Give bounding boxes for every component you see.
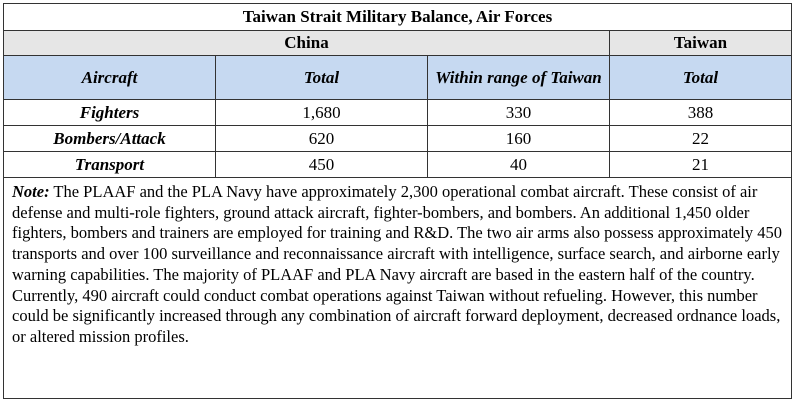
group-china: China [3, 30, 610, 56]
row-label: Fighters [3, 99, 216, 126]
taiwan-total-cell: 388 [609, 99, 792, 126]
header-taiwan-total: Total [609, 55, 792, 100]
header-aircraft: Aircraft [3, 55, 216, 100]
note-cell: Note: The PLAAF and the PLA Navy have ap… [3, 177, 792, 399]
within-range-cell: 160 [427, 125, 610, 152]
table-row: Fighters 1,680 330 388 [3, 99, 792, 126]
note-row: Note: The PLAAF and the PLA Navy have ap… [3, 177, 792, 399]
document: Taiwan Strait Military Balance, Air Forc… [3, 3, 792, 401]
header-within-range: Within range of Taiwan [427, 55, 610, 100]
air-forces-table: Taiwan Strait Military Balance, Air Forc… [3, 3, 792, 399]
china-total-cell: 620 [215, 125, 428, 152]
table-row: Transport 450 40 21 [3, 151, 792, 178]
note-text: The PLAAF and the PLA Navy have approxim… [12, 182, 782, 346]
within-range-cell: 40 [427, 151, 610, 178]
note-label: Note: [12, 182, 50, 201]
header-row: Aircraft Total Within range of Taiwan To… [3, 55, 792, 100]
taiwan-total-cell: 21 [609, 151, 792, 178]
group-row: China Taiwan [3, 30, 792, 56]
table-row: Bombers/Attack 620 160 22 [3, 125, 792, 152]
row-label: Transport [3, 151, 216, 178]
row-label: Bombers/Attack [3, 125, 216, 152]
table-title: Taiwan Strait Military Balance, Air Forc… [3, 3, 792, 31]
china-total-cell: 1,680 [215, 99, 428, 126]
within-range-cell: 330 [427, 99, 610, 126]
group-taiwan: Taiwan [609, 30, 792, 56]
taiwan-total-cell: 22 [609, 125, 792, 152]
title-row: Taiwan Strait Military Balance, Air Forc… [3, 3, 792, 31]
china-total-cell: 450 [215, 151, 428, 178]
header-china-total: Total [215, 55, 428, 100]
